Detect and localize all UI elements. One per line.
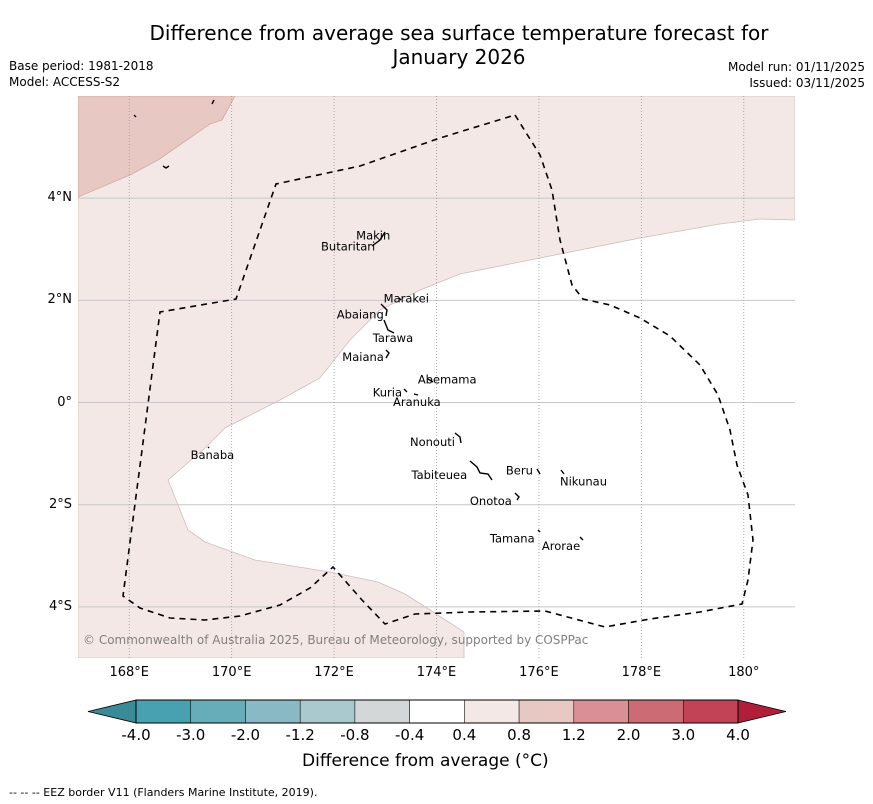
eez-border xyxy=(122,114,754,628)
meta-left: Base period: 1981-2018 Model: ACCESS-S2 xyxy=(9,58,154,90)
onotoa-shape xyxy=(514,492,520,501)
lat-tick-label: 2°S xyxy=(48,496,72,512)
colorbar-swatch xyxy=(245,699,301,724)
abemama-shape xyxy=(427,378,434,383)
colorbar-swatch xyxy=(354,699,410,724)
lon-tick-label: 170°E xyxy=(211,665,252,680)
issued-date: Issued: 03/11/2025 xyxy=(749,76,865,90)
colorbar-swatch xyxy=(299,699,356,724)
islet-shape xyxy=(162,165,170,169)
island-label-abaiang: Abaiang xyxy=(337,308,384,322)
lon-tick-label: 172°E xyxy=(314,665,354,680)
island-label-tabiteuea: Tabiteuea xyxy=(410,468,467,482)
island-label-marakei: Marakei xyxy=(384,291,429,305)
island-label-butaritari: Butaritari xyxy=(321,240,375,254)
colorbar-extend-low xyxy=(87,699,137,724)
colorbar-swatch xyxy=(135,699,191,724)
colorbar-tick-label: -1.2 xyxy=(285,726,315,744)
tarawa-shape xyxy=(383,319,395,334)
chart-title-line1: Difference from average sea surface temp… xyxy=(149,21,769,45)
beru-shape xyxy=(536,468,541,475)
colorbar-tick-label: -0.8 xyxy=(340,726,370,744)
colorbar xyxy=(87,699,787,724)
colorbar-swatch xyxy=(518,699,575,724)
nikunau-shape xyxy=(560,469,565,475)
colorbar-label: Difference from average (°C) xyxy=(302,751,549,771)
colorbar-swatch xyxy=(573,699,629,724)
tamana-shape xyxy=(537,529,541,533)
island-label-tamana: Tamana xyxy=(489,531,535,545)
island-label-arorae: Arorae xyxy=(542,539,580,553)
model-run: Model run: 01/11/2025 xyxy=(727,60,865,74)
colorbar-tick-label: -3.0 xyxy=(176,726,206,744)
island-label-abemama: Abemama xyxy=(418,373,477,387)
islet-shape xyxy=(211,99,215,105)
island-label-tarawa: Tarawa xyxy=(372,331,413,345)
lon-tick-label: 174°E xyxy=(416,665,457,680)
island-label-beru: Beru xyxy=(506,464,533,478)
islet-shape xyxy=(133,114,137,118)
kuria-shape xyxy=(403,388,408,393)
lat-tick-label: 0° xyxy=(57,394,72,410)
colorbar-swatch xyxy=(683,699,739,724)
base-period: Base period: 1981-2018 xyxy=(9,59,154,73)
colorbar-tick-label: 2.0 xyxy=(616,726,641,744)
chart-title: Difference from average sea surface temp… xyxy=(0,21,873,69)
lon-tick-label: 168°E xyxy=(109,665,149,680)
lat-tick-label: 4°N xyxy=(47,190,73,206)
colorbar-tick-label: 0.4 xyxy=(452,726,477,744)
island-label-kuria: Kuria xyxy=(373,385,402,399)
model-name: Model: ACCESS-S2 xyxy=(9,75,121,89)
island-label-onotoa: Onotoa xyxy=(470,494,512,508)
lon-tick-label: 178°E xyxy=(621,665,662,680)
lon-tick-label: 180° xyxy=(728,665,760,680)
lon-tick-label: 176°E xyxy=(519,665,559,680)
makin-butaritari-shape xyxy=(371,231,386,247)
colorbar-extend-high xyxy=(737,699,787,724)
island-label-banaba: Banaba xyxy=(191,448,235,462)
nonouti-shape xyxy=(454,432,462,444)
maiana-shape xyxy=(385,349,390,359)
colorbar-tick-label: -0.4 xyxy=(394,726,425,744)
arorae-shape xyxy=(579,536,584,541)
colorbar-swatch xyxy=(409,699,465,724)
colorbar-swatch xyxy=(628,699,684,724)
colorbar-tick-label: 0.8 xyxy=(507,726,531,744)
anomaly-region-0.8-1.2 xyxy=(78,96,236,198)
island-label-nonouti: Nonouti xyxy=(410,435,455,449)
lat-tick-label: 2°N xyxy=(47,292,73,308)
colorbar-tick-label: -4.0 xyxy=(121,726,151,744)
chart-title-line2: January 2026 xyxy=(392,45,526,69)
island-label-maiana: Maiana xyxy=(342,350,384,364)
abaiang-shape xyxy=(380,303,388,317)
banaba-shape xyxy=(207,446,210,449)
colorbar-tick-label: 3.0 xyxy=(671,726,696,744)
tabiteuea-shape xyxy=(469,460,493,481)
marakei-shape xyxy=(398,297,402,301)
island-label-makin: Makin xyxy=(356,229,390,243)
lat-tick-label: 4°S xyxy=(48,598,72,614)
aranuka-shape xyxy=(413,393,419,396)
colorbar-tick-label: 4.0 xyxy=(726,726,750,744)
eez-legend-note: -- -- -- EEZ border V11 (Flanders Marine… xyxy=(9,786,318,799)
copyright-text: © Commonwealth of Australia 2025, Bureau… xyxy=(83,633,588,647)
colorbar-tick-label: -2.0 xyxy=(230,726,261,744)
colorbar-swatch xyxy=(190,699,246,724)
island-label-aranuka: Aranuka xyxy=(393,395,441,409)
meta-right: Model run: 01/11/2025 Issued: 03/11/2025 xyxy=(728,59,865,91)
colorbar-tick-label: 1.2 xyxy=(561,726,586,744)
island-shapes xyxy=(133,99,584,541)
gridlines xyxy=(78,96,795,658)
island-label-nikunau: Nikunau xyxy=(560,475,607,489)
colorbar-swatch xyxy=(464,699,520,724)
colorbar-outline xyxy=(135,699,739,724)
